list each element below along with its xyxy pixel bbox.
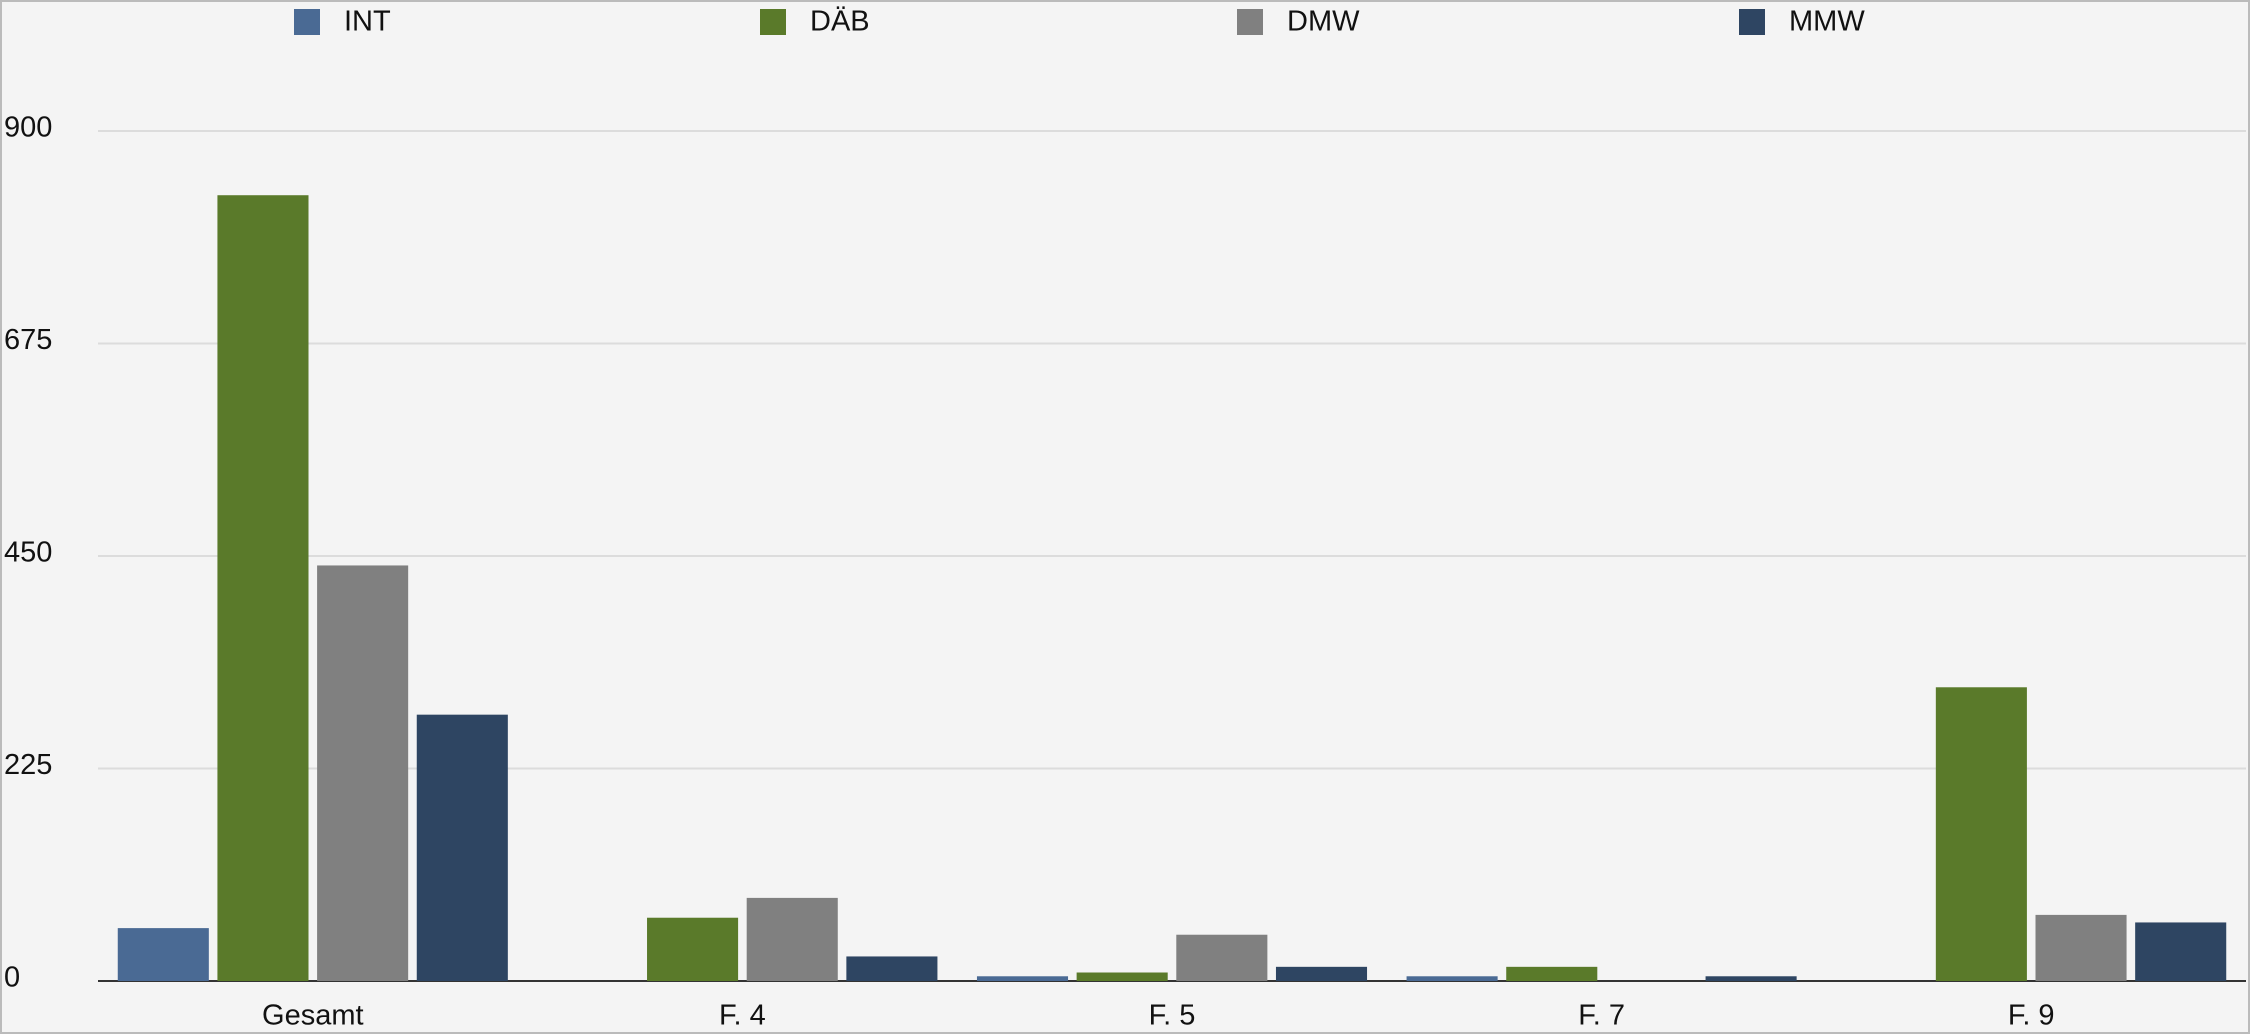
- bar: [2135, 922, 2227, 981]
- bar: [746, 897, 838, 981]
- bar: [1176, 934, 1268, 981]
- bar: [1935, 687, 2027, 981]
- bar: [1705, 976, 1797, 981]
- legend-swatch: [294, 9, 320, 35]
- y-tick-label: 450: [4, 537, 52, 569]
- legend-label: MMW: [1789, 6, 1865, 38]
- legend-label: INT: [344, 6, 391, 38]
- x-tick-label: F. 7: [1578, 1000, 1625, 1032]
- bar: [2035, 914, 2127, 981]
- legend-swatch: [1237, 9, 1263, 35]
- y-tick-label: 900: [4, 112, 52, 144]
- legend-label: DÄB: [810, 6, 870, 38]
- bar: [416, 714, 508, 981]
- bar: [117, 928, 209, 981]
- x-tick-label: F. 5: [1149, 1000, 1196, 1032]
- legend-label: DMW: [1287, 6, 1360, 38]
- y-tick-label: 0: [4, 962, 20, 994]
- x-tick-label: F. 9: [2008, 1000, 2055, 1032]
- bar: [217, 195, 309, 981]
- bar: [1406, 976, 1498, 981]
- bar: [1506, 966, 1598, 981]
- bar: [1275, 966, 1368, 981]
- legend-swatch: [1739, 9, 1765, 35]
- x-tick-label: Gesamt: [262, 1000, 364, 1032]
- y-tick-label: 675: [4, 324, 52, 356]
- bar: [317, 565, 409, 981]
- bar: [976, 976, 1069, 981]
- y-tick-label: 225: [4, 749, 52, 781]
- bar: [846, 956, 938, 981]
- bar: [1076, 972, 1168, 981]
- bar: [647, 917, 739, 981]
- x-tick-label: F. 4: [719, 1000, 766, 1032]
- legend-swatch: [760, 9, 786, 35]
